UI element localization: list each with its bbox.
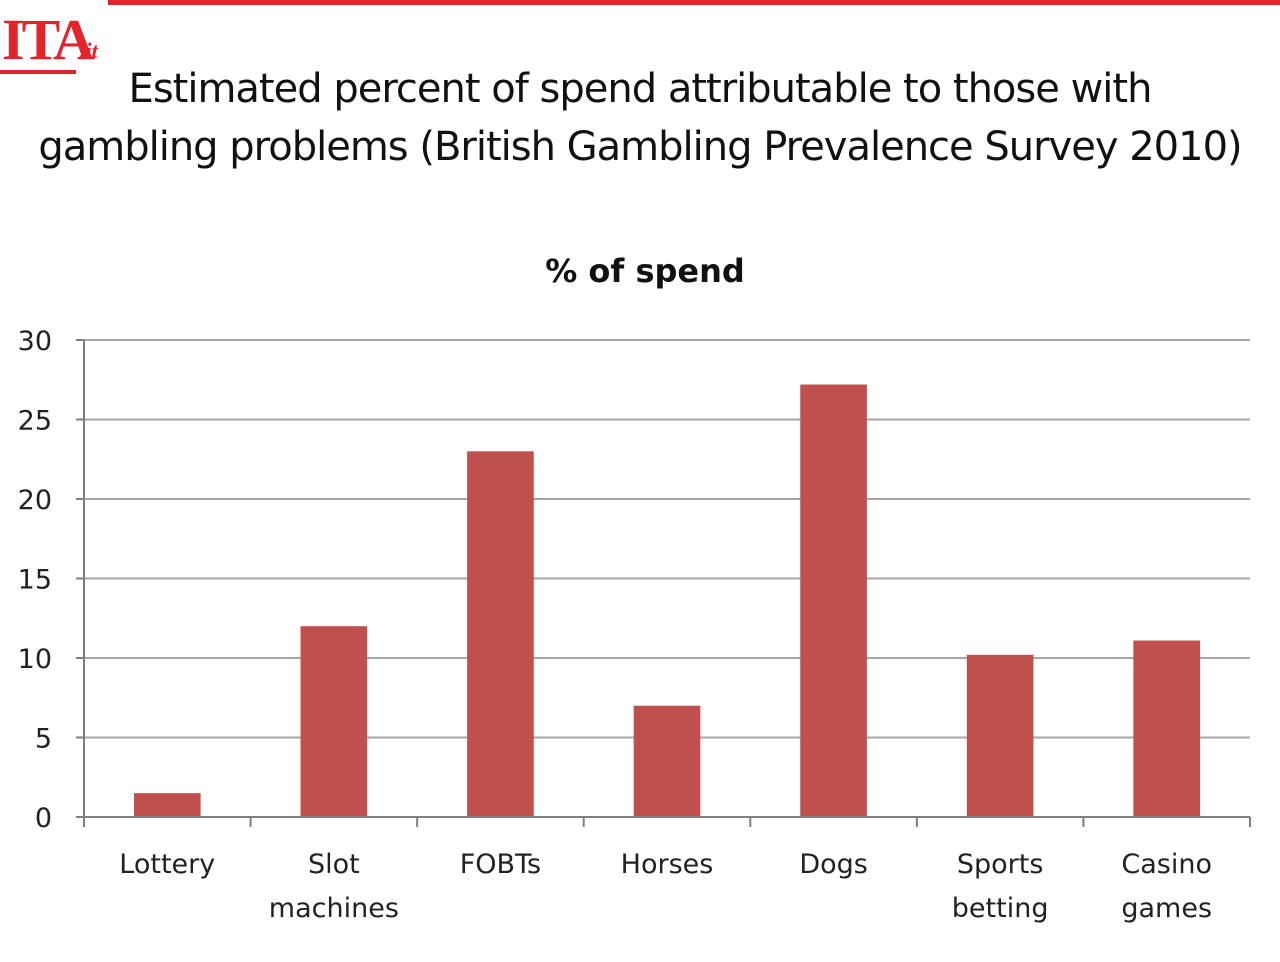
chart-title: % of spend xyxy=(545,252,745,290)
x-tick-label: Slot machines xyxy=(269,849,399,924)
x-tick-label: FOBTs xyxy=(460,849,541,880)
logo-suffix: .it xyxy=(80,38,98,63)
y-tick-label: 0 xyxy=(35,803,52,834)
x-tick-label: Lottery xyxy=(119,849,215,880)
gridlines xyxy=(84,339,1250,739)
y-tick-label: 20 xyxy=(18,485,52,516)
y-tick-label: 10 xyxy=(18,644,52,675)
y-tick-label: 30 xyxy=(18,326,52,357)
slide-title: Estimated percent of spend attributable … xyxy=(0,60,1280,176)
x-tick-label: Sports betting xyxy=(952,849,1049,924)
slide-title-line-2: gambling problems (British Gambling Prev… xyxy=(38,124,1242,170)
x-axis: Lottery Slot machines FOBTs Horses Dogs Sports… xyxy=(83,816,1251,924)
bar xyxy=(1133,640,1201,817)
x-tick-label: Casino games xyxy=(1121,849,1212,924)
header-rule xyxy=(108,0,1280,5)
bar xyxy=(467,451,534,817)
y-tick-label: 15 xyxy=(18,565,52,596)
y-tick-label: 5 xyxy=(35,724,52,755)
bar xyxy=(300,626,368,817)
logo-text: ITA xyxy=(2,7,95,72)
bars xyxy=(133,384,1201,817)
logo: ITA .it xyxy=(0,10,110,80)
x-tick-label: Horses xyxy=(621,849,714,880)
bar xyxy=(800,384,867,817)
bar xyxy=(133,793,201,817)
bar xyxy=(633,705,701,817)
bar xyxy=(966,654,1034,817)
bar-chart: % of spend 0 5 10 15 20 25 30 Lottery Slot machi… xyxy=(18,252,1251,924)
y-axis: 0 5 10 15 20 25 30 xyxy=(18,326,85,834)
x-tick-label: Dogs xyxy=(799,849,868,880)
slide-title-line-1: Estimated percent of spend attributable … xyxy=(128,66,1153,112)
y-tick-label: 25 xyxy=(18,406,52,437)
logo-underline xyxy=(0,70,76,74)
